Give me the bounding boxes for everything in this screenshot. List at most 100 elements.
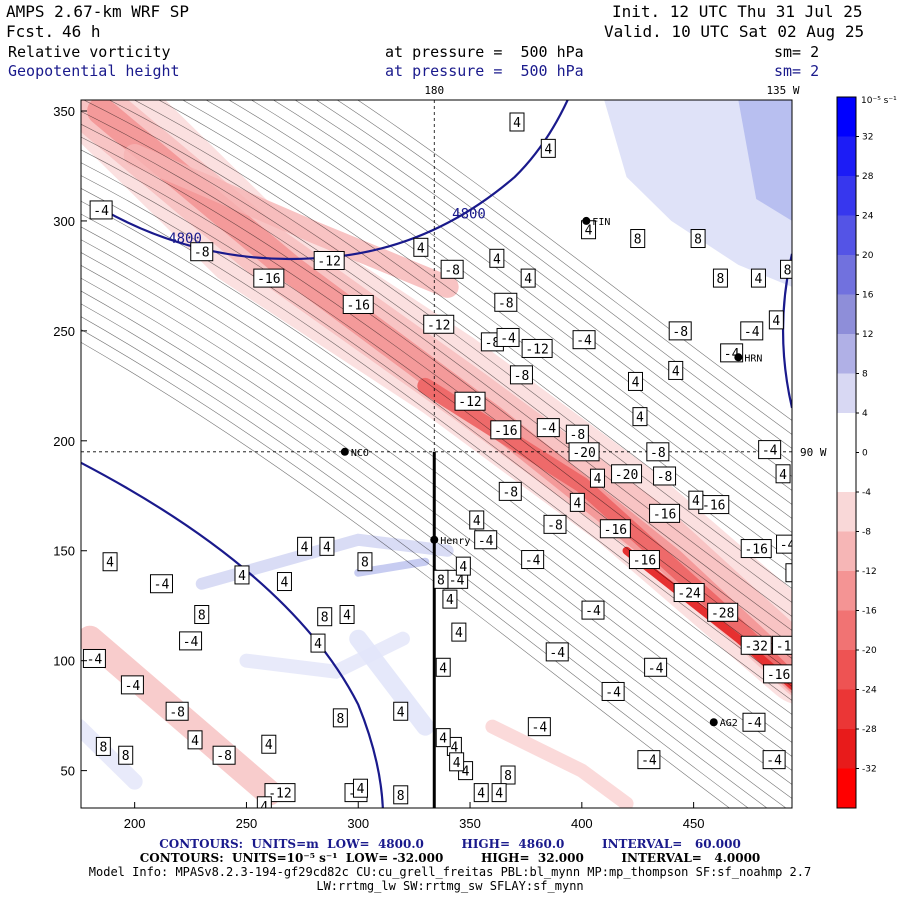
vorticity-contour xyxy=(315,100,792,449)
field2-level: at pressure = 500 hPa xyxy=(385,62,584,80)
vorticity-label: 4 xyxy=(768,310,784,330)
vorticity-label: 4 xyxy=(540,138,556,158)
vorticity-band xyxy=(349,629,435,736)
vorticity-label: -16 xyxy=(649,503,681,523)
svg-text:4: 4 xyxy=(524,272,532,287)
colorbar-tick-label: 32 xyxy=(862,133,873,143)
vorticity-label: 4 xyxy=(668,360,684,380)
svg-text:-8: -8 xyxy=(547,518,563,533)
vorticity-label: 8 xyxy=(317,607,333,627)
colorbar-tick-label: -4 xyxy=(862,488,871,498)
height-contour-label: 4800 xyxy=(168,231,202,247)
svg-text:-16: -16 xyxy=(633,554,656,569)
svg-text:4: 4 xyxy=(397,705,405,720)
svg-text:8: 8 xyxy=(784,263,792,278)
vorticity-label: -16 xyxy=(698,495,730,515)
colorbar-segment xyxy=(837,729,856,769)
svg-text:-12: -12 xyxy=(525,342,548,357)
svg-text:4: 4 xyxy=(191,734,199,749)
svg-text:4: 4 xyxy=(462,765,470,780)
vorticity-label: 4 xyxy=(455,556,471,576)
colorbar-segment xyxy=(837,768,856,809)
svg-text:-4: -4 xyxy=(87,652,103,667)
svg-text:8: 8 xyxy=(504,769,512,784)
colorbar-tick-label: 12 xyxy=(862,330,873,340)
x-tick-label: 450 xyxy=(683,816,705,831)
vorticity-label: -4 xyxy=(644,657,668,677)
vorticity-label: -8 xyxy=(212,745,236,765)
valid-time: Valid. 10 UTC Sat 02 Aug 25 xyxy=(604,22,865,41)
svg-text:4: 4 xyxy=(260,800,268,815)
svg-text:-8: -8 xyxy=(216,749,232,764)
vorticity-label: -32 xyxy=(740,635,772,655)
vorticity-label: -12 xyxy=(772,635,792,655)
vorticity-label: 4 xyxy=(339,605,355,625)
svg-text:-4: -4 xyxy=(540,422,556,437)
right-label-90w: 90 W xyxy=(800,446,827,459)
vorticity-label: 8 xyxy=(95,736,111,756)
svg-text:-4: -4 xyxy=(532,721,548,736)
station-label: NCO xyxy=(351,448,369,459)
svg-text:4: 4 xyxy=(446,593,454,608)
vorticity-label: 8 xyxy=(712,268,728,288)
positive-vorticity-core xyxy=(738,100,792,221)
colorbar-tick-label: -8 xyxy=(862,528,871,538)
svg-text:4: 4 xyxy=(455,626,463,641)
vorticity-label: 4 xyxy=(187,730,203,750)
model-info-2: LW:rrtmg_lw SW:rrtmg_sw SFLAY:sf_mynn xyxy=(316,879,584,893)
svg-text:-4: -4 xyxy=(746,716,762,731)
vorticity-label: 8 xyxy=(194,605,210,625)
vorticity-label: -4 xyxy=(527,717,551,737)
svg-text:4: 4 xyxy=(755,272,763,287)
vorticity-label: 8 xyxy=(332,708,348,728)
svg-text:-12: -12 xyxy=(789,567,812,582)
svg-text:-16: -16 xyxy=(767,668,790,683)
station-label: Henry xyxy=(440,536,470,547)
colorbar-tick-label: -24 xyxy=(862,686,877,696)
colorbar-segment xyxy=(837,373,856,414)
vorticity-contour xyxy=(81,149,792,645)
vorticity-band xyxy=(195,533,454,590)
x-tick-label: 350 xyxy=(459,816,481,831)
colorbar-tick-label: 4 xyxy=(862,409,868,419)
vorticity-label: -12 xyxy=(521,338,553,358)
svg-text:4: 4 xyxy=(636,411,644,426)
vorticity-label: -4 xyxy=(120,675,144,695)
vorticity-label: -12 xyxy=(785,563,812,583)
vorticity-label: -8 xyxy=(668,321,692,341)
vorticity-label: -4 xyxy=(776,534,792,554)
vorticity-label: -8 xyxy=(646,442,670,462)
vorticity-label: 8 xyxy=(630,229,646,249)
station-label: HRN xyxy=(744,353,762,364)
vorticity-label: 4 xyxy=(520,268,536,288)
svg-text:-8: -8 xyxy=(169,705,185,720)
svg-text:4: 4 xyxy=(417,241,425,256)
svg-text:4: 4 xyxy=(692,494,700,509)
svg-text:-8: -8 xyxy=(485,336,501,351)
colorbar-tick-label: 28 xyxy=(862,172,874,182)
svg-text:-4: -4 xyxy=(585,604,601,619)
vorticity-contour xyxy=(250,100,792,491)
svg-text:8: 8 xyxy=(336,712,344,727)
svg-text:4: 4 xyxy=(238,569,246,584)
svg-text:4: 4 xyxy=(594,472,602,487)
y-tick-label: 350 xyxy=(53,104,75,119)
vorticity-label: -16 xyxy=(628,550,660,570)
svg-text:-4: -4 xyxy=(648,661,664,676)
field1-smooth: sm= 2 xyxy=(774,43,820,61)
svg-text:8: 8 xyxy=(361,556,369,571)
x-tick-label: 250 xyxy=(236,816,258,831)
colorbar-segment xyxy=(837,492,856,532)
vorticity-label: 4 xyxy=(589,468,605,488)
svg-text:-4: -4 xyxy=(125,679,141,694)
vorticity-label: -4 xyxy=(581,600,605,620)
colorbar-segment xyxy=(837,97,856,137)
vorticity-contour xyxy=(81,200,792,701)
vorticity-label: 8 xyxy=(393,785,409,805)
svg-text:8: 8 xyxy=(694,233,702,248)
vorticity-label: -4 xyxy=(536,418,560,438)
svg-text:-16: -16 xyxy=(494,424,517,439)
y-tick-label: 200 xyxy=(53,434,75,449)
